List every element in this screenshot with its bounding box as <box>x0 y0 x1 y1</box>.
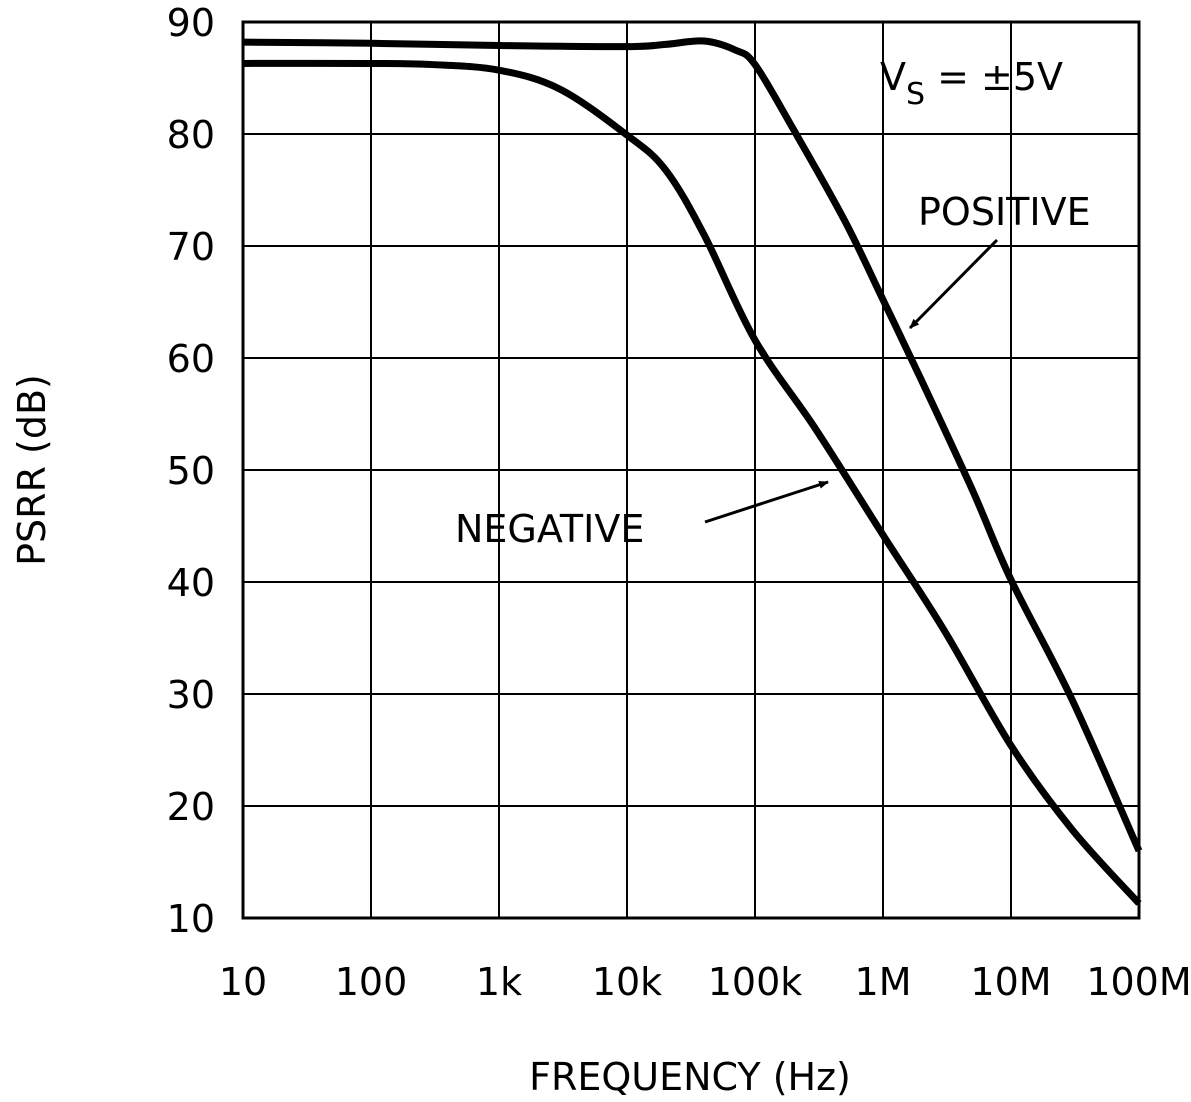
x-tick-label: 1M <box>855 960 912 1004</box>
annotation-rest: = ±5V <box>925 55 1063 99</box>
series-line-positive <box>242 37 1143 853</box>
y-axis-label: PSRR (dB) <box>10 374 54 566</box>
y-tick-label: 70 <box>167 225 215 269</box>
x-axis-label: FREQUENCY (Hz) <box>529 1055 851 1099</box>
y-tick-label: 30 <box>167 673 215 717</box>
plot-frame <box>241 20 1141 920</box>
series-lines <box>242 37 1143 906</box>
positive-label: POSITIVE <box>918 190 1091 234</box>
y-tick-label: 50 <box>167 449 215 493</box>
y-tick-label: 80 <box>167 113 215 157</box>
positive-arrow <box>908 238 999 330</box>
y-tick-label: 20 <box>167 785 215 829</box>
x-tick-labels: 10 100 1k 10k 100k 1M 10M 100M <box>219 960 1191 1004</box>
y-tick-label: 40 <box>167 561 215 605</box>
negative-arrow <box>704 480 829 524</box>
annotation-sub: S <box>906 77 925 112</box>
x-tick-label: 10k <box>592 960 662 1004</box>
y-tick-label: 60 <box>167 337 215 381</box>
grid <box>242 21 1140 919</box>
x-tick-label: 1k <box>476 960 522 1004</box>
y-tick-labels: 10 20 30 40 50 60 70 80 90 <box>167 1 215 941</box>
series-line-negative <box>242 59 1142 906</box>
y-tick-label: 10 <box>167 897 215 941</box>
x-tick-label: 10 <box>219 960 267 1004</box>
annotation-main: V <box>880 55 906 99</box>
supply-annotation: VS = ±5V <box>880 55 1063 112</box>
x-tick-label: 100k <box>708 960 803 1004</box>
x-tick-label: 100M <box>1086 960 1191 1004</box>
x-tick-label: 100 <box>335 960 408 1004</box>
y-tick-label: 90 <box>167 1 215 45</box>
x-tick-label: 10M <box>970 960 1051 1004</box>
negative-label: NEGATIVE <box>455 507 644 551</box>
